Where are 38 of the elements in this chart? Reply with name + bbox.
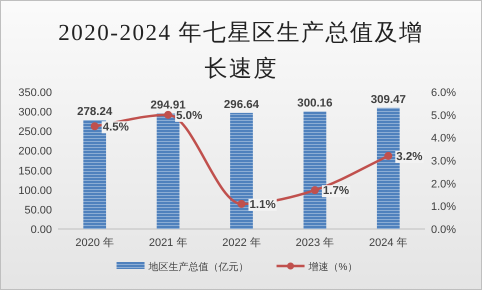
point [238,200,246,208]
legend-label: 增速（%） [308,261,358,273]
data-label: 300.16 [297,98,332,110]
x-tick-label: 2023 年 [296,237,334,249]
point [164,110,172,119]
data-label: 309.47 [370,94,406,106]
point [310,186,319,194]
y2-tick-label: 0.0% [431,224,456,236]
x-tick-label: 2021 年 [148,237,188,249]
y-tick-label: 0.00 [30,224,52,236]
data-label: 296.64 [224,98,260,111]
y2-tick-label: 3.0% [431,156,456,168]
x-tick-label: 2020 年 [75,237,114,249]
y-tick-label: 50.00 [24,204,52,216]
data-label: 1.1% [250,198,276,211]
y-tick-label: 200.00 [18,146,52,158]
legend-label: 地区生产总值（亿元） [148,261,249,273]
chart-title: 2020-2024 年七星区生产总值及增长速度 [58,20,424,81]
x-tick-label: 2022 年 [222,237,261,249]
x-tick-label: 2024 年 [369,237,408,249]
data-label: 5.0% [176,110,202,122]
data-label: 4.5% [102,121,129,134]
y-tick-label: 100.00 [18,184,52,197]
y2-tick-label: 4.0% [431,132,456,145]
y2-tick-label: 2.0% [431,178,456,190]
point [384,152,392,160]
data-label: 278.24 [77,106,113,118]
y2-tick-label: 1.0% [431,201,456,214]
y-tick-label: 150.00 [18,165,52,178]
y2-tick-label: 5.0% [431,110,456,122]
y-tick-label: 300.00 [18,106,52,119]
y-tick-label: 350.00 [18,87,52,99]
y-tick-label: 250.00 [18,126,52,138]
data-label: 294.91 [150,100,186,112]
y2-tick-label: 6.0% [431,87,456,99]
data-label: 3.2% [396,150,423,163]
data-label: 1.7% [322,185,350,198]
point [90,122,99,130]
